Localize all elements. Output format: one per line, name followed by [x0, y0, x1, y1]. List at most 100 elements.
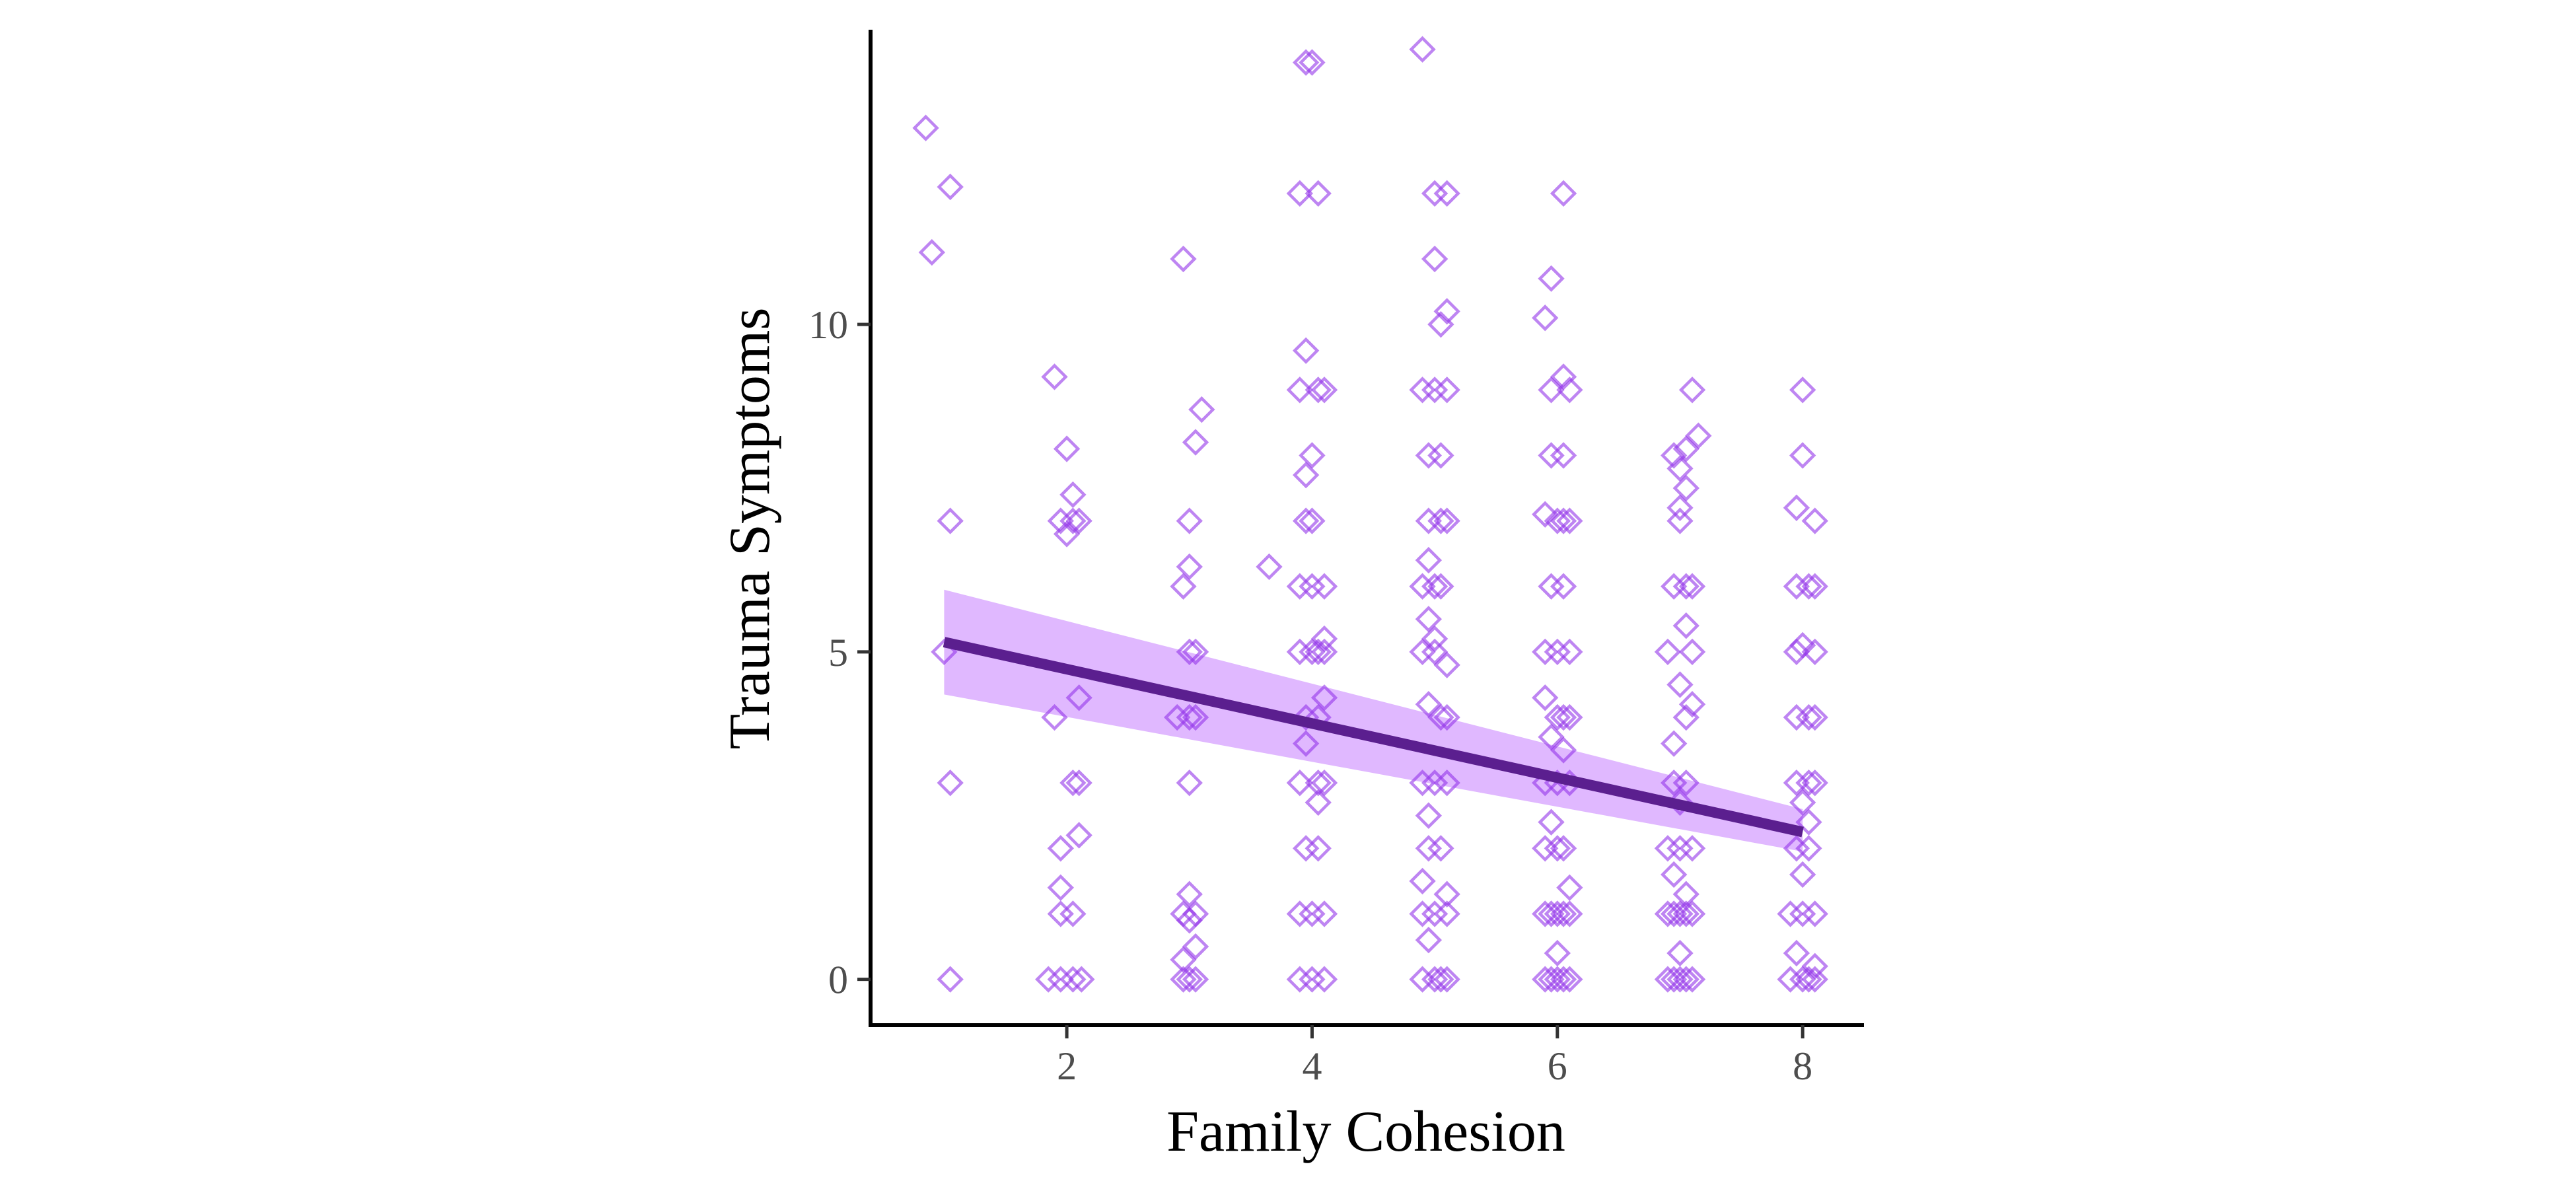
data-point: [1550, 900, 1577, 927]
data-point: [1783, 835, 1810, 862]
data-point: [1433, 298, 1460, 325]
data-point: [1415, 606, 1443, 633]
data-point: [1672, 900, 1699, 927]
data-point: [1310, 625, 1338, 653]
data-point: [1795, 966, 1822, 993]
data-point: [1286, 769, 1314, 797]
data-point: [1532, 501, 1559, 528]
data-point: [1433, 769, 1460, 797]
data-point: [1532, 638, 1559, 666]
data-point: [1047, 835, 1074, 862]
data-point: [1789, 442, 1816, 469]
data-point: [1678, 835, 1706, 862]
data-point: [918, 238, 946, 266]
data-point: [1783, 703, 1810, 731]
data-point: [1176, 881, 1203, 908]
data-point: [1427, 966, 1454, 993]
data-point: [1286, 966, 1314, 993]
data-point: [937, 507, 964, 534]
data-point: [1678, 573, 1706, 600]
data-point: [1544, 703, 1571, 731]
data-point: [1556, 507, 1583, 534]
data-point: [1409, 966, 1436, 993]
data-point: [1310, 684, 1338, 711]
data-point: [1666, 671, 1694, 698]
data-point: [1286, 573, 1314, 600]
data-point: [1415, 507, 1443, 534]
data-point: [1059, 507, 1087, 534]
data-point: [1654, 966, 1682, 993]
data-point: [1801, 573, 1828, 600]
data-point: [1176, 966, 1203, 993]
data-point: [1550, 442, 1577, 469]
data-point: [1409, 638, 1436, 666]
data-point: [1176, 703, 1203, 731]
data-point: [1433, 881, 1460, 908]
data-point: [1666, 939, 1694, 967]
data-point: [1170, 966, 1197, 993]
data-point: [1299, 442, 1326, 469]
data-point: [1286, 377, 1314, 404]
data-point: [1176, 769, 1203, 797]
data-point: [1538, 377, 1565, 404]
data-point: [1421, 769, 1449, 797]
data-point: [1305, 377, 1332, 404]
data-point: [1654, 900, 1682, 927]
data-point: [1427, 442, 1454, 469]
data-point: [1310, 769, 1338, 797]
data-point: [1182, 933, 1209, 960]
data-point: [1556, 900, 1583, 927]
data-point: [1801, 703, 1828, 731]
data-point: [1672, 881, 1699, 908]
data-point: [1433, 651, 1460, 678]
confidence-band-layer: [944, 589, 1803, 852]
data-point: [1421, 377, 1449, 404]
data-point: [1035, 966, 1062, 993]
data-point: [1783, 573, 1810, 600]
data-point: [1305, 769, 1332, 797]
data-point: [1795, 703, 1822, 731]
data-point: [1661, 730, 1688, 757]
data-point: [1532, 900, 1559, 927]
data-point: [1433, 377, 1460, 404]
data-point: [1795, 769, 1822, 797]
data-point: [1654, 835, 1682, 862]
data-point: [1427, 310, 1454, 338]
data-point: [1795, 809, 1822, 836]
data-point: [1176, 638, 1203, 666]
data-point: [1421, 966, 1449, 993]
data-point: [1299, 638, 1326, 666]
x-tick-label: 4: [1302, 1044, 1322, 1088]
data-point: [1409, 573, 1436, 600]
data-point: [1421, 245, 1449, 273]
data-point: [1065, 769, 1092, 797]
data-point: [1661, 769, 1688, 797]
data-point: [1550, 835, 1577, 862]
data-point: [1532, 684, 1559, 711]
data-point: [1666, 494, 1694, 521]
data-point: [1685, 422, 1712, 449]
data-point: [1047, 507, 1074, 534]
data-point: [1801, 953, 1828, 980]
data-point: [1176, 553, 1203, 581]
data-point: [1421, 180, 1449, 207]
data-point: [1538, 442, 1565, 469]
data-point: [1310, 900, 1338, 927]
data-point: [1053, 435, 1081, 462]
data-point: [1305, 789, 1332, 816]
data-point: [1421, 625, 1449, 653]
data-point: [1777, 966, 1804, 993]
data-point: [1801, 638, 1828, 666]
data-point: [1409, 867, 1436, 895]
data-point: [1310, 966, 1338, 993]
data-point: [1538, 723, 1565, 750]
data-point: [1170, 946, 1197, 974]
data-point: [1672, 573, 1699, 600]
fit-line-layer: [943, 637, 1804, 838]
data-point: [1678, 966, 1706, 993]
data-point: [1661, 861, 1688, 888]
data-point: [1409, 36, 1436, 63]
data-point: [1305, 835, 1332, 862]
data-point: [1059, 769, 1087, 797]
